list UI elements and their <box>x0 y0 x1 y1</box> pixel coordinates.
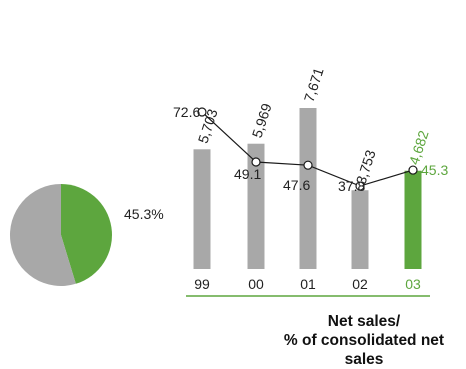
share-value-label: 72.6 <box>173 104 200 120</box>
caption-line-2: % of consolidated net sales <box>283 332 445 368</box>
share-point <box>303 160 313 170</box>
bar <box>299 108 317 269</box>
chart-caption: Net sales/ % of consolidated net sales <box>264 312 464 369</box>
x-tick-label: 03 <box>405 276 421 292</box>
pie-chart: 45.3% <box>9 184 164 286</box>
bar <box>247 143 265 269</box>
x-tick-label: 02 <box>352 276 368 292</box>
share-value-label: 49.1 <box>234 166 261 182</box>
share-value-label: 45.3 <box>421 162 448 178</box>
bar-chart: 99 00 01 02 035,703 5,9697,6713,7534,68272.64… <box>173 65 448 292</box>
share-point <box>355 181 365 191</box>
bar <box>351 190 369 269</box>
x-tick-label: 99 <box>194 276 210 292</box>
share-value-label: 47.6 <box>283 177 310 193</box>
bar-value-label: 4,682 <box>406 128 432 166</box>
pie-slice <box>61 184 112 284</box>
share-point <box>408 165 418 175</box>
x-tick-label: 01 <box>300 276 316 292</box>
pie-slice-label: 45.3% <box>124 206 164 222</box>
bar <box>193 149 211 269</box>
x-tick-label: 00 <box>248 276 264 292</box>
bar-value-label: 7,671 <box>301 65 327 103</box>
share-value-label: 37.8 <box>338 178 365 194</box>
bar <box>404 170 422 269</box>
bar-value-label: 5,969 <box>249 101 275 139</box>
share-point <box>197 107 207 117</box>
pie-slice <box>9 184 76 286</box>
chart-canvas: 45.3% 99 00 01 02 035,703 5,9697,6713,7534,68… <box>9 65 448 297</box>
caption-line-1: Net sales/ <box>327 313 401 330</box>
share-point <box>251 157 261 167</box>
